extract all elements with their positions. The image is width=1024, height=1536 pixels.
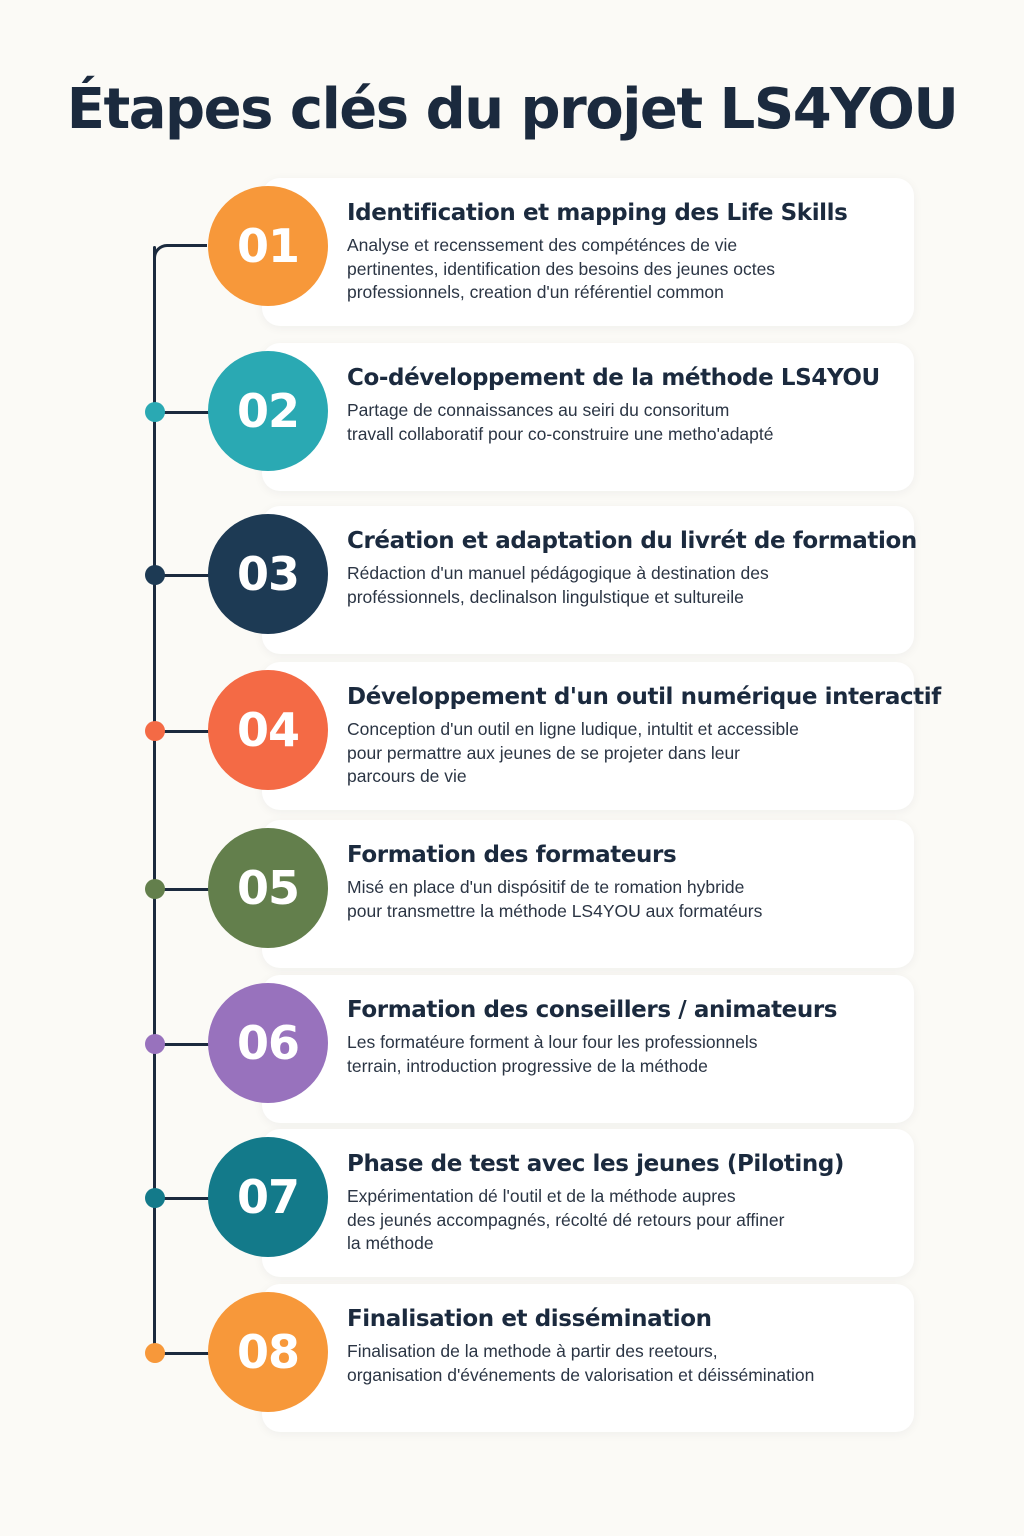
step-description-line: pour permattre aux jeunes de se projeter… bbox=[347, 742, 741, 763]
step-description-line: Finalisation de la methode à partir des … bbox=[347, 1341, 718, 1361]
step-text: Phase de test avec les jeunes (Piloting)… bbox=[347, 1149, 907, 1256]
timeline-dot bbox=[145, 721, 165, 741]
step-05: 05 Formation des formateurs Misé en place … bbox=[0, 820, 1024, 968]
step-title: Phase de test avec les jeunes (Piloting) bbox=[347, 1151, 845, 1177]
step-title: Identification et mapping des Life Skill… bbox=[347, 200, 848, 226]
step-title: Finalisation et dissémination bbox=[347, 1306, 712, 1332]
step-description: Analyse et recenssement des compéténces … bbox=[347, 234, 907, 305]
timeline-dot bbox=[145, 879, 165, 899]
step-card bbox=[262, 820, 914, 968]
step-number-badge: 07 bbox=[208, 1137, 328, 1257]
step-title: Développement d'un outil numérique inter… bbox=[347, 684, 941, 710]
step-description-line: pour transmettre la méthode LS4YOU aux f… bbox=[347, 900, 763, 921]
step-number-badge: 03 bbox=[208, 514, 328, 634]
step-description: Rédaction d'un manuel pédágogique à dest… bbox=[347, 562, 907, 609]
step-text: Formation des formateurs Misé en place d'… bbox=[347, 840, 907, 923]
step-description-line: terrain, introduction progressive de la … bbox=[347, 1055, 708, 1076]
step-card bbox=[262, 178, 914, 326]
step-connector bbox=[155, 1352, 215, 1355]
timeline-dot bbox=[145, 402, 165, 422]
step-02: 02 Co-développement de la méthode LS4YOU P… bbox=[0, 343, 1024, 491]
step-description-line: Expérimentation dé l'outil et de la méth… bbox=[347, 1186, 736, 1206]
step-07: 07 Phase de test avec les jeunes (Pilotin… bbox=[0, 1129, 1024, 1277]
step-description-line: pertinentes, identification des besoins … bbox=[347, 258, 776, 279]
step-description: Expérimentation dé l'outil et de la méth… bbox=[347, 1185, 907, 1256]
step-connector bbox=[155, 1043, 215, 1046]
timeline-line bbox=[153, 246, 156, 1352]
step-number-badge: 04 bbox=[208, 670, 328, 790]
step-description-line: Misé en place d'un dispósitif de te roma… bbox=[347, 877, 745, 897]
step-card bbox=[262, 975, 914, 1123]
step-description-line: la méthode bbox=[347, 1233, 434, 1253]
step-description-line: travall collaboratif pour co-construire … bbox=[347, 423, 774, 444]
step-description-line: proféssionnels, declinalson lingulstique… bbox=[347, 586, 744, 607]
step-card bbox=[262, 1129, 914, 1277]
step-title: Formation des formateurs bbox=[347, 842, 677, 868]
step-number-badge: 05 bbox=[208, 828, 328, 948]
step-text: Création et adaptation du livrét de form… bbox=[347, 526, 917, 609]
timeline-dot bbox=[145, 1034, 165, 1054]
timeline-dot bbox=[145, 1188, 165, 1208]
step-number-badge: 08 bbox=[208, 1292, 328, 1412]
step-text: Développement d'un outil numérique inter… bbox=[347, 682, 941, 789]
step-text: Co-développement de la méthode LS4YOU Par… bbox=[347, 363, 907, 446]
step-title: Création et adaptation du livrét de form… bbox=[347, 528, 917, 554]
step-card bbox=[262, 1284, 914, 1432]
step-card bbox=[262, 506, 914, 654]
step-description: Misé en place d'un dispósitif de te roma… bbox=[347, 876, 907, 923]
timeline-dot bbox=[145, 565, 165, 585]
step-08: 08 Finalisation et dissémination Finalisat… bbox=[0, 1284, 1024, 1432]
step-01: 01 Identification et mapping des Life Ski… bbox=[0, 178, 1024, 326]
step-description-line: Analyse et recenssement des compéténces … bbox=[347, 235, 738, 255]
step-text: Finalisation et dissémination Finalisatio… bbox=[347, 1304, 907, 1387]
step-description: Les formatéure forment à lour four les p… bbox=[347, 1031, 907, 1078]
step-description-line: Les formatéure forment à lour four les p… bbox=[347, 1032, 758, 1052]
step-description-line: organisation d'événements de valorisatio… bbox=[347, 1364, 815, 1385]
step-description: Conception d'un outil en ligne ludique, … bbox=[347, 718, 907, 789]
step-number-badge: 01 bbox=[208, 186, 328, 306]
step-description-line: Partage de connaissances au seiri du con… bbox=[347, 400, 730, 420]
step-connector bbox=[155, 1197, 215, 1200]
step-03: 03 Création et adaptation du livrét de fo… bbox=[0, 506, 1024, 654]
step-card bbox=[262, 343, 914, 491]
step-connector bbox=[155, 888, 215, 891]
timeline-dot bbox=[145, 1343, 165, 1363]
step-description-line: professionnels, creation d'un référentie… bbox=[347, 282, 724, 302]
step-connector bbox=[155, 574, 215, 577]
step-connector bbox=[155, 411, 215, 414]
step-description: Finalisation de la methode à partir des … bbox=[347, 1340, 907, 1387]
step-number-badge: 02 bbox=[208, 351, 328, 471]
step-text: Identification et mapping des Life Skill… bbox=[347, 198, 907, 305]
step-number-badge: 06 bbox=[208, 983, 328, 1103]
step-title: Co-développement de la méthode LS4YOU bbox=[347, 365, 880, 391]
step-description-line: des jeunés accompagnés, récolté dé retou… bbox=[347, 1209, 785, 1230]
timeline-top-connector bbox=[153, 244, 207, 264]
step-description-line: Conception d'un outil en ligne ludique, … bbox=[347, 719, 799, 739]
step-title: Formation des conseillers / animateurs bbox=[347, 997, 838, 1023]
page-title: Étapes clés du projet LS4YOU bbox=[66, 77, 959, 142]
step-card bbox=[262, 662, 914, 810]
step-description: Partage de connaissances au seiri du con… bbox=[347, 399, 907, 446]
step-04: 04 Développement d'un outil numérique int… bbox=[0, 662, 1024, 810]
step-connector bbox=[155, 730, 215, 733]
step-description-line: Rédaction d'un manuel pédágogique à dest… bbox=[347, 563, 769, 583]
step-description-line: parcours de vie bbox=[347, 766, 467, 786]
step-06: 06 Formation des conseillers / animateurs… bbox=[0, 975, 1024, 1123]
step-text: Formation des conseillers / animateurs Le… bbox=[347, 995, 907, 1078]
